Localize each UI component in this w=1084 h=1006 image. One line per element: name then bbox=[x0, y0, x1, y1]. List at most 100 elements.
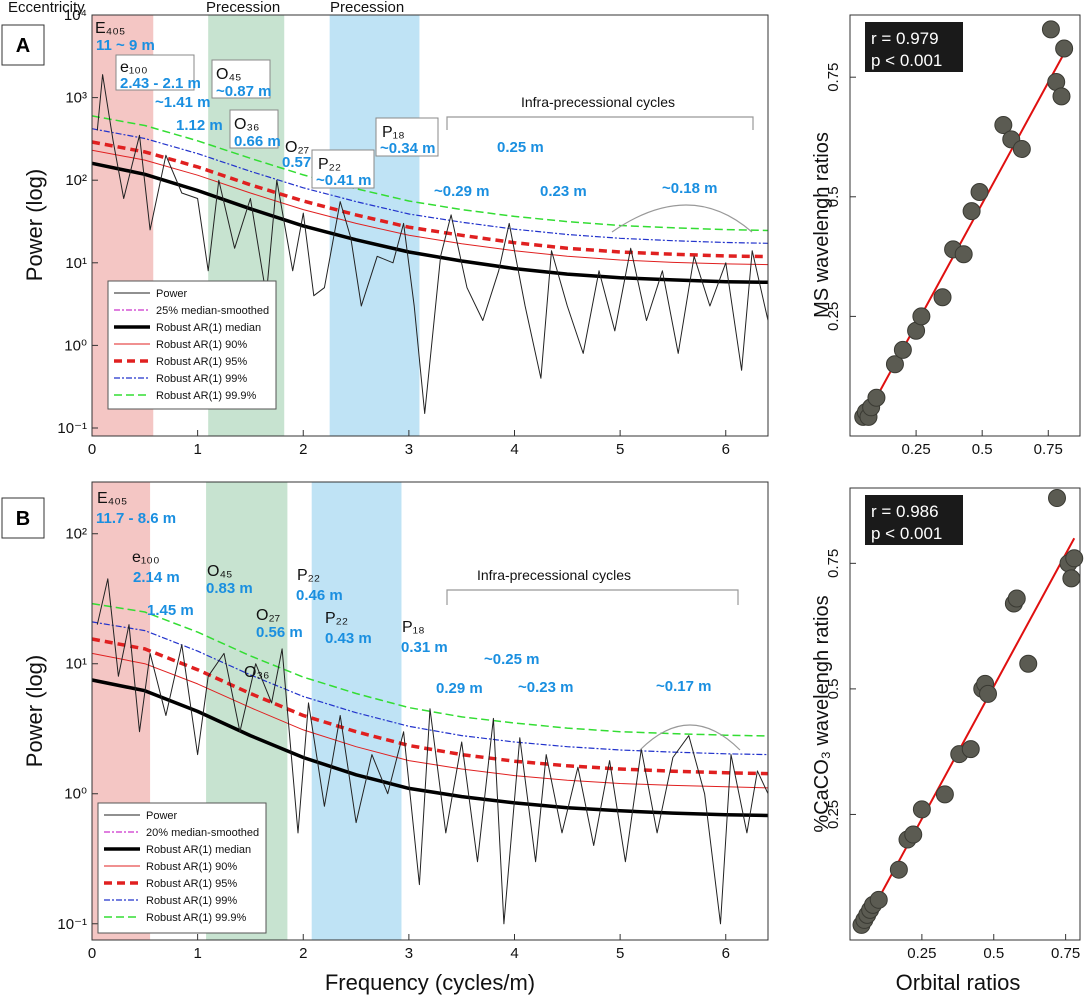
scatter-panel-b: 0.25 0.5 0.75 0.25 0.5 0.75 r = 0.986 p < 0.0… bbox=[811, 487, 1084, 995]
anno-a-e100-val: 2.43 - 2.1 m bbox=[120, 75, 201, 92]
spectrum-panel-a: A 0 1 2 3 4 5 6 10⁻¹ 10⁰ 10¹ 10² 10³ 10⁴ Eccentrici… bbox=[1, 0, 769, 458]
anno-b-p22b: P₂₂ bbox=[325, 610, 348, 627]
scatter-point-9 bbox=[912, 800, 931, 819]
x-tick-label-2: 2 bbox=[299, 441, 307, 458]
x-tick-label-5: 5 bbox=[616, 441, 624, 458]
anno-a-018: ~0.18 m bbox=[662, 180, 717, 197]
legend-label-90-b: Robust AR(1) 90% bbox=[146, 861, 237, 873]
scatter-x-tick-label-0.75: 0.75 bbox=[1051, 945, 1080, 962]
x-tick-label-1: 1 bbox=[193, 945, 201, 962]
series-robust-ar-1-median-b bbox=[91, 678, 769, 818]
anno-box-p22-a bbox=[311, 149, 375, 189]
x-tick-label-2: 2 bbox=[299, 945, 307, 962]
legend-b: Power 20% median-smoothed Robust AR(1) m… bbox=[97, 802, 267, 934]
scatter-point-16 bbox=[1012, 139, 1031, 158]
anno-b-e100: e₁₀₀ bbox=[132, 549, 160, 566]
series-power-a bbox=[96, 74, 769, 414]
legend-a: Power 25% median-smoothed Robust AR(1) m… bbox=[107, 280, 277, 410]
scatter-y-tick-label-0.25: 0.25 bbox=[825, 302, 842, 331]
scatter-y-tick-label-0.5: 0.5 bbox=[825, 186, 842, 207]
y-tick-label-1: 10⁰ bbox=[64, 786, 87, 803]
scatter-point-9 bbox=[933, 288, 952, 307]
anno-a-infra: Infra-precessional cycles bbox=[521, 94, 675, 110]
x-tick-label-0: 0 bbox=[88, 945, 96, 962]
anno-a-e100: e₁₀₀ bbox=[120, 59, 148, 76]
scatter-marks-a bbox=[854, 20, 1074, 426]
legend-label-999-a: Robust AR(1) 99.9% bbox=[156, 390, 256, 402]
scatter-point-4 bbox=[867, 388, 886, 407]
y-ticks-a: 10⁻¹ 10⁰ 10¹ 10² 10³ 10⁴ bbox=[57, 7, 98, 437]
panel-a-label-box bbox=[1, 24, 45, 66]
series-power-b bbox=[96, 578, 769, 925]
anno-a-023: 0.23 m bbox=[540, 183, 587, 200]
legend-box-a bbox=[107, 280, 277, 410]
scatter-point-11 bbox=[954, 245, 973, 264]
anno-box-e100-a bbox=[115, 54, 195, 91]
anno-b-p22b-val: 0.43 m bbox=[325, 630, 372, 647]
anno-box-p18-a bbox=[375, 117, 439, 157]
anno-b-infra: Infra-precessional cycles bbox=[477, 567, 631, 583]
y-tick-label-0: 10⁻¹ bbox=[57, 916, 87, 933]
y-tick-label-1: 10⁰ bbox=[64, 337, 87, 354]
a-band-2 bbox=[329, 15, 420, 436]
anno-a-e405: E₄₀₅ bbox=[95, 20, 125, 37]
legend-box-b bbox=[97, 802, 267, 934]
scatter-panel-a: 0.25 0.5 0.75 0.25 0.5 0.75 r = 0.979 p < 0.0… bbox=[811, 14, 1081, 458]
scatter-point-17 bbox=[1041, 20, 1060, 39]
scatter-point-6 bbox=[893, 340, 912, 359]
scatter-point-21 bbox=[1062, 569, 1081, 588]
x-axis-title: Frequency (cycles/m) bbox=[325, 970, 535, 995]
legend-label-90-a: Robust AR(1) 90% bbox=[156, 339, 247, 351]
x-tick-label-4: 4 bbox=[510, 945, 518, 962]
series-robust-ar-1-90--a bbox=[91, 149, 769, 266]
scatter-point-12 bbox=[961, 740, 980, 759]
anno-b-o36: O₃₆ bbox=[244, 664, 269, 681]
scatter-x-tick-label-0.25: 0.25 bbox=[907, 945, 936, 962]
spectrum-panel-b: B 0 1 2 3 4 5 6 10⁻¹ 10⁰ 10¹ 10² Power (log) Freq… bbox=[1, 481, 769, 995]
anno-a-p18-val: ~0.34 m bbox=[380, 140, 435, 157]
scatter-point-12 bbox=[962, 202, 981, 221]
arc-018-a bbox=[611, 204, 753, 233]
scatter-point-22 bbox=[1065, 549, 1084, 568]
anno-a-e405-val: 11 ~ 9 m bbox=[96, 37, 155, 54]
scatter-point-8 bbox=[904, 825, 923, 844]
scatter-point-15 bbox=[979, 684, 997, 703]
scatter-point-8 bbox=[912, 307, 931, 326]
anno-box-o45-a bbox=[211, 59, 271, 99]
legend-label-99-a: Robust AR(1) 99% bbox=[156, 373, 247, 385]
y-tick-label-2: 10¹ bbox=[65, 255, 87, 272]
infra-bracket-b bbox=[446, 589, 739, 605]
scatter-marks-b bbox=[852, 489, 1084, 934]
anno-b-p18-val: 0.31 m bbox=[401, 639, 448, 656]
scatter-y-title-a: MS wavelengh ratios bbox=[811, 132, 833, 318]
series-robust-ar-1-95--b bbox=[91, 637, 769, 776]
legend-label-power-b: Power bbox=[146, 810, 178, 822]
band-label-precession-1-a: Precession bbox=[206, 0, 280, 16]
anno-b-p22a: P₂₂ bbox=[297, 567, 320, 584]
scatter-point-6 bbox=[889, 860, 908, 879]
anno-b-e405-val: 11.7 - 8.6 m bbox=[96, 510, 176, 527]
anno-b-p22a-val: 0.46 m bbox=[296, 587, 343, 604]
x-tick-label-1: 1 bbox=[193, 441, 201, 458]
anno-a-141: ~1.41 m bbox=[155, 94, 210, 111]
legend-label-smoothed-b: 20% median-smoothed bbox=[146, 827, 259, 839]
scatter-x-tick-label-0.5: 0.5 bbox=[972, 441, 993, 458]
scatter-ticks-b: 0.25 0.5 0.75 0.25 0.5 0.75 bbox=[825, 549, 1080, 962]
series-robust-ar-1-95--a bbox=[91, 140, 769, 259]
scatter-point-19 bbox=[1052, 87, 1071, 106]
scatter-x-tick-label-0.25: 0.25 bbox=[901, 441, 930, 458]
infra-bracket-a bbox=[446, 116, 754, 130]
anno-b-e405: E₄₀₅ bbox=[97, 490, 127, 507]
scatter-point-5 bbox=[885, 355, 904, 374]
scatter-point-18 bbox=[1019, 654, 1038, 673]
scatter-frame-a bbox=[849, 14, 1081, 437]
legend-label-999-b: Robust AR(1) 99.9% bbox=[146, 912, 246, 924]
scatter-point-14 bbox=[994, 116, 1013, 135]
scatter-y-tick-label-0.5: 0.5 bbox=[825, 678, 842, 699]
anno-b-o27-val: 0.56 m bbox=[256, 624, 303, 641]
scatter-y-tick-label-0.75: 0.75 bbox=[825, 63, 842, 92]
scatter-y-tick-label-0.25: 0.25 bbox=[825, 800, 842, 829]
x-tick-label-6: 6 bbox=[722, 945, 730, 962]
plot-frame-b bbox=[91, 481, 769, 941]
